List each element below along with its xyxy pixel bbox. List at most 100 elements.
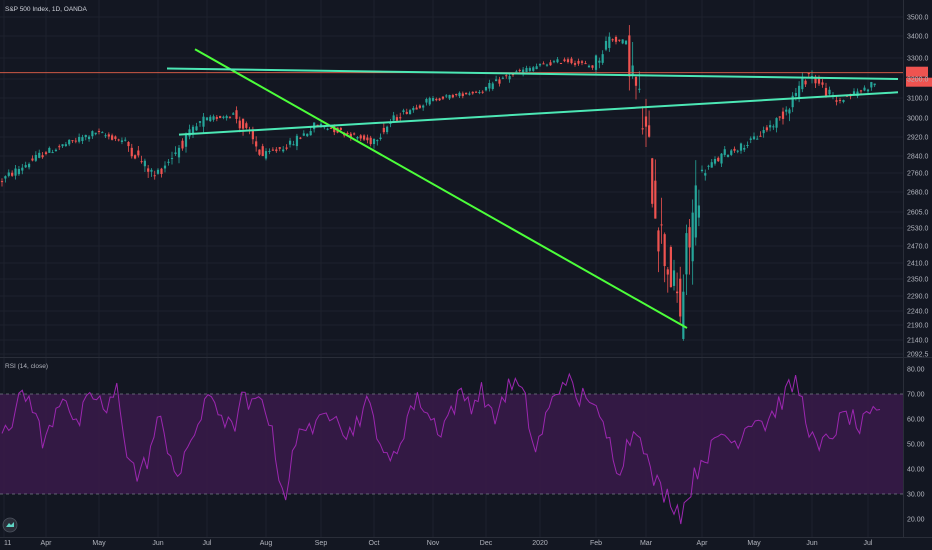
time-tick-label: 11 bbox=[4, 540, 11, 547]
candle-body bbox=[733, 148, 736, 151]
candle-body bbox=[402, 110, 405, 112]
price-tick-label: 2530.0 bbox=[907, 226, 929, 233]
price-tick-label: 3000.0 bbox=[907, 116, 929, 123]
candle-body bbox=[624, 40, 628, 45]
candle-body bbox=[68, 139, 71, 145]
candle-body bbox=[591, 65, 594, 68]
price-tick-label: 3400.0 bbox=[907, 34, 929, 41]
candle-body bbox=[828, 89, 831, 95]
candle-body bbox=[17, 168, 21, 175]
panel-titles: S&P 500 Index, 1D, OANDA RSI (14, close) bbox=[5, 6, 88, 370]
candle-body bbox=[278, 147, 281, 149]
candle-body bbox=[726, 154, 730, 157]
candle-body bbox=[545, 64, 549, 66]
candle-body bbox=[107, 134, 110, 137]
candle-body bbox=[275, 149, 278, 152]
candle-body bbox=[268, 150, 271, 152]
candle-body bbox=[61, 144, 64, 147]
candle-body bbox=[181, 140, 184, 149]
candle-body bbox=[228, 116, 232, 118]
candle-body bbox=[720, 153, 723, 164]
candle-body bbox=[685, 233, 688, 275]
price-tick-label: 3200.0 bbox=[907, 77, 929, 84]
candle-body bbox=[114, 136, 117, 139]
candle-body bbox=[389, 123, 392, 125]
price-tick-label: 3500.0 bbox=[907, 15, 929, 22]
candle-body bbox=[707, 165, 710, 167]
candle-body bbox=[798, 85, 801, 99]
candle-body bbox=[608, 36, 611, 48]
candle-body bbox=[431, 98, 435, 101]
candle-body bbox=[648, 125, 651, 137]
rsi-band bbox=[0, 393, 903, 495]
candle-body bbox=[241, 118, 245, 129]
candle-body bbox=[306, 133, 309, 137]
price-tick-label: 2092.5 bbox=[907, 352, 929, 359]
candle-body bbox=[471, 91, 474, 94]
candle-body bbox=[614, 36, 618, 42]
rsi-tick-label: 70.00 bbox=[907, 392, 925, 399]
candle-body bbox=[188, 129, 191, 137]
candle-body bbox=[525, 67, 528, 73]
candle-body bbox=[299, 137, 302, 139]
triangle-upper-line[interactable] bbox=[166, 67, 899, 80]
candle-body bbox=[235, 110, 238, 119]
candle-body bbox=[222, 116, 225, 118]
candle-body bbox=[807, 73, 810, 75]
candle-body bbox=[395, 117, 399, 121]
candle-body bbox=[392, 115, 395, 121]
candle-body bbox=[212, 116, 215, 120]
candle-body bbox=[369, 137, 372, 145]
candle-body bbox=[359, 135, 362, 139]
candle-body bbox=[765, 127, 768, 131]
last-price-tag bbox=[906, 77, 932, 87]
rsi-title: RSI (14, close) bbox=[5, 363, 48, 370]
candle-body bbox=[147, 168, 150, 172]
candle-body bbox=[97, 130, 101, 132]
candle-body bbox=[713, 158, 717, 164]
time-tick-label: Nov bbox=[427, 540, 440, 547]
candle-body bbox=[594, 55, 598, 70]
candle-body bbox=[133, 155, 137, 159]
candle-body bbox=[772, 126, 775, 128]
candle-body bbox=[372, 138, 376, 145]
rsi-tick-label: 20.00 bbox=[907, 517, 925, 524]
candle-body bbox=[21, 167, 24, 171]
candle-body bbox=[302, 133, 305, 136]
candle-body bbox=[156, 169, 160, 174]
candle-body bbox=[730, 150, 733, 155]
axes: 3500.0 3400.0 3300.0 3200.0 3100.0 3000.0 2920… bbox=[4, 15, 929, 548]
candle-body bbox=[584, 63, 587, 65]
candle-body bbox=[58, 146, 61, 148]
candle-body bbox=[511, 74, 515, 76]
candle-body bbox=[566, 59, 570, 63]
candle-body bbox=[84, 134, 87, 138]
candle-body bbox=[362, 135, 366, 140]
candle-body bbox=[791, 95, 794, 108]
time-tick-label: Feb bbox=[590, 540, 602, 547]
candle-body bbox=[27, 163, 31, 168]
candle-body bbox=[824, 87, 828, 96]
candle-body bbox=[775, 118, 778, 128]
candle-body bbox=[631, 65, 634, 76]
candle-body bbox=[794, 93, 797, 96]
candle-body bbox=[170, 158, 174, 160]
time-tick-label: Aug bbox=[260, 540, 273, 547]
candle-body bbox=[508, 76, 511, 80]
rsi-line bbox=[1, 372, 881, 525]
triangle-lower-line[interactable] bbox=[178, 91, 899, 136]
candle-body bbox=[261, 146, 264, 157]
candle-body bbox=[746, 145, 749, 147]
rsi-tick-label: 60.00 bbox=[907, 417, 925, 424]
candle-body bbox=[74, 140, 77, 142]
time-tick-label: Apr bbox=[41, 540, 53, 547]
candle-body bbox=[501, 77, 504, 79]
time-tick-label: May bbox=[747, 540, 761, 547]
time-tick-label: Jul bbox=[203, 540, 212, 547]
candle-body bbox=[11, 172, 14, 176]
candle-body bbox=[756, 138, 759, 140]
candle-body bbox=[522, 69, 525, 74]
candle-body bbox=[160, 168, 163, 175]
tradingview-logo[interactable] bbox=[2, 517, 18, 533]
rising-trendline[interactable] bbox=[194, 48, 688, 329]
